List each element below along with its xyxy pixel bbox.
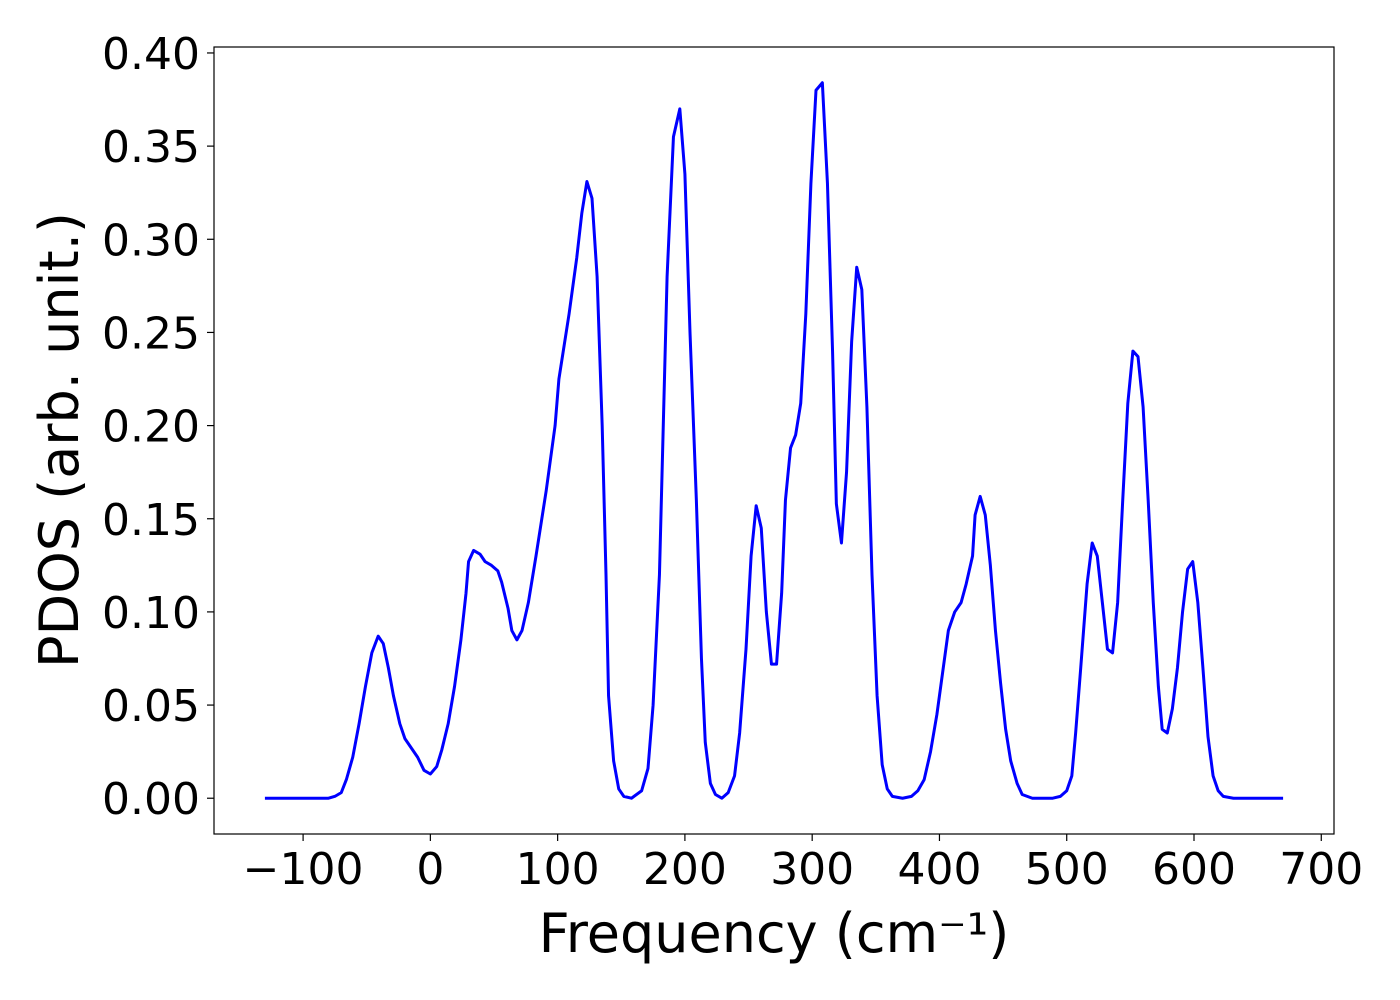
y-tick-label: 0.40 [102, 29, 200, 80]
x-axis-label: Frequency (cm⁻¹) [539, 902, 1010, 965]
y-tick-label: 0.00 [102, 774, 200, 825]
x-tick-label: 100 [516, 844, 600, 895]
x-tick-label: 300 [770, 844, 854, 895]
x-tick-label: 0 [416, 844, 444, 895]
x-tick-label: 700 [1279, 844, 1363, 895]
y-tick-label: 0.05 [102, 681, 200, 732]
data-line [264, 81, 1284, 800]
y-tick-label: 0.10 [102, 588, 200, 639]
y-tick-label: 0.25 [102, 308, 200, 359]
plot-frame [213, 46, 1335, 835]
y-axis-label: PDOS (arb. unit.) [28, 212, 91, 668]
y-tick-label: 0.20 [102, 402, 200, 453]
y-tick-label: 0.35 [102, 122, 200, 173]
y-tick-label: 0.15 [102, 495, 200, 546]
y-tick-label: 0.30 [102, 215, 200, 266]
x-tick-label: −100 [243, 844, 364, 895]
x-tick-label: 600 [1152, 844, 1236, 895]
x-tick-label: 500 [1025, 844, 1109, 895]
x-tick-label: 200 [643, 844, 727, 895]
x-tick-label: 400 [897, 844, 981, 895]
